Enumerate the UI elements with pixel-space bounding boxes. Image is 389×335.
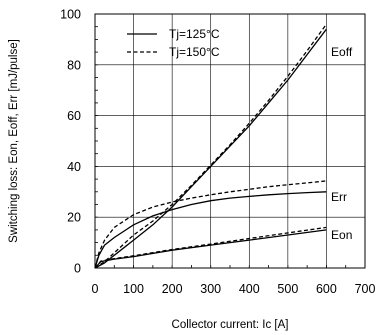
curve-label-eon: Eon [331,228,352,242]
x-tick-label: 100 [123,282,144,296]
x-tick-label: 300 [200,282,221,296]
x-tick-label: 200 [162,282,183,296]
x-axis-title: Collector current: Ic [A] [172,319,289,331]
y-tick-label: 80 [67,58,81,72]
plot-frame [94,13,366,269]
y-tick-label: 0 [74,262,81,276]
x-tick-label: 0 [92,282,99,296]
x-tick-label: 400 [239,282,260,296]
y-axis-title: Switching loss: Eon, Eoff, Err [mJ/pulse… [8,39,20,243]
legend: Tj=125°C Tj=150°C [127,27,220,59]
series-line-eoff-solid [94,28,327,269]
series-line-err-dashed [94,180,327,269]
legend-label: Tj=150°C [169,45,220,59]
curve-label-err: Err [331,190,347,204]
x-tick-label: 700 [355,282,376,296]
grid-lines [95,14,365,268]
y-tick-label: 60 [67,109,81,123]
x-tick-label: 600 [316,282,337,296]
series-line-eoff-dashed [94,23,327,269]
data-series [94,23,327,269]
legend-label: Tj=125°C [169,27,220,41]
curve-label-eoff: Eoff [331,45,353,59]
curve-labels: Eoff Err Eon [331,45,353,242]
y-tick-label: 20 [67,211,81,225]
tick-labels: 0 100 200 300 400 500 600 700 0 20 40 60 80 100 [60,8,375,297]
y-tick-label: 40 [67,160,81,174]
y-tick-label: 100 [60,8,81,22]
series-line-eon-dashed [94,226,327,269]
x-tick-label: 500 [277,282,298,296]
series-line-err-solid [94,191,327,269]
